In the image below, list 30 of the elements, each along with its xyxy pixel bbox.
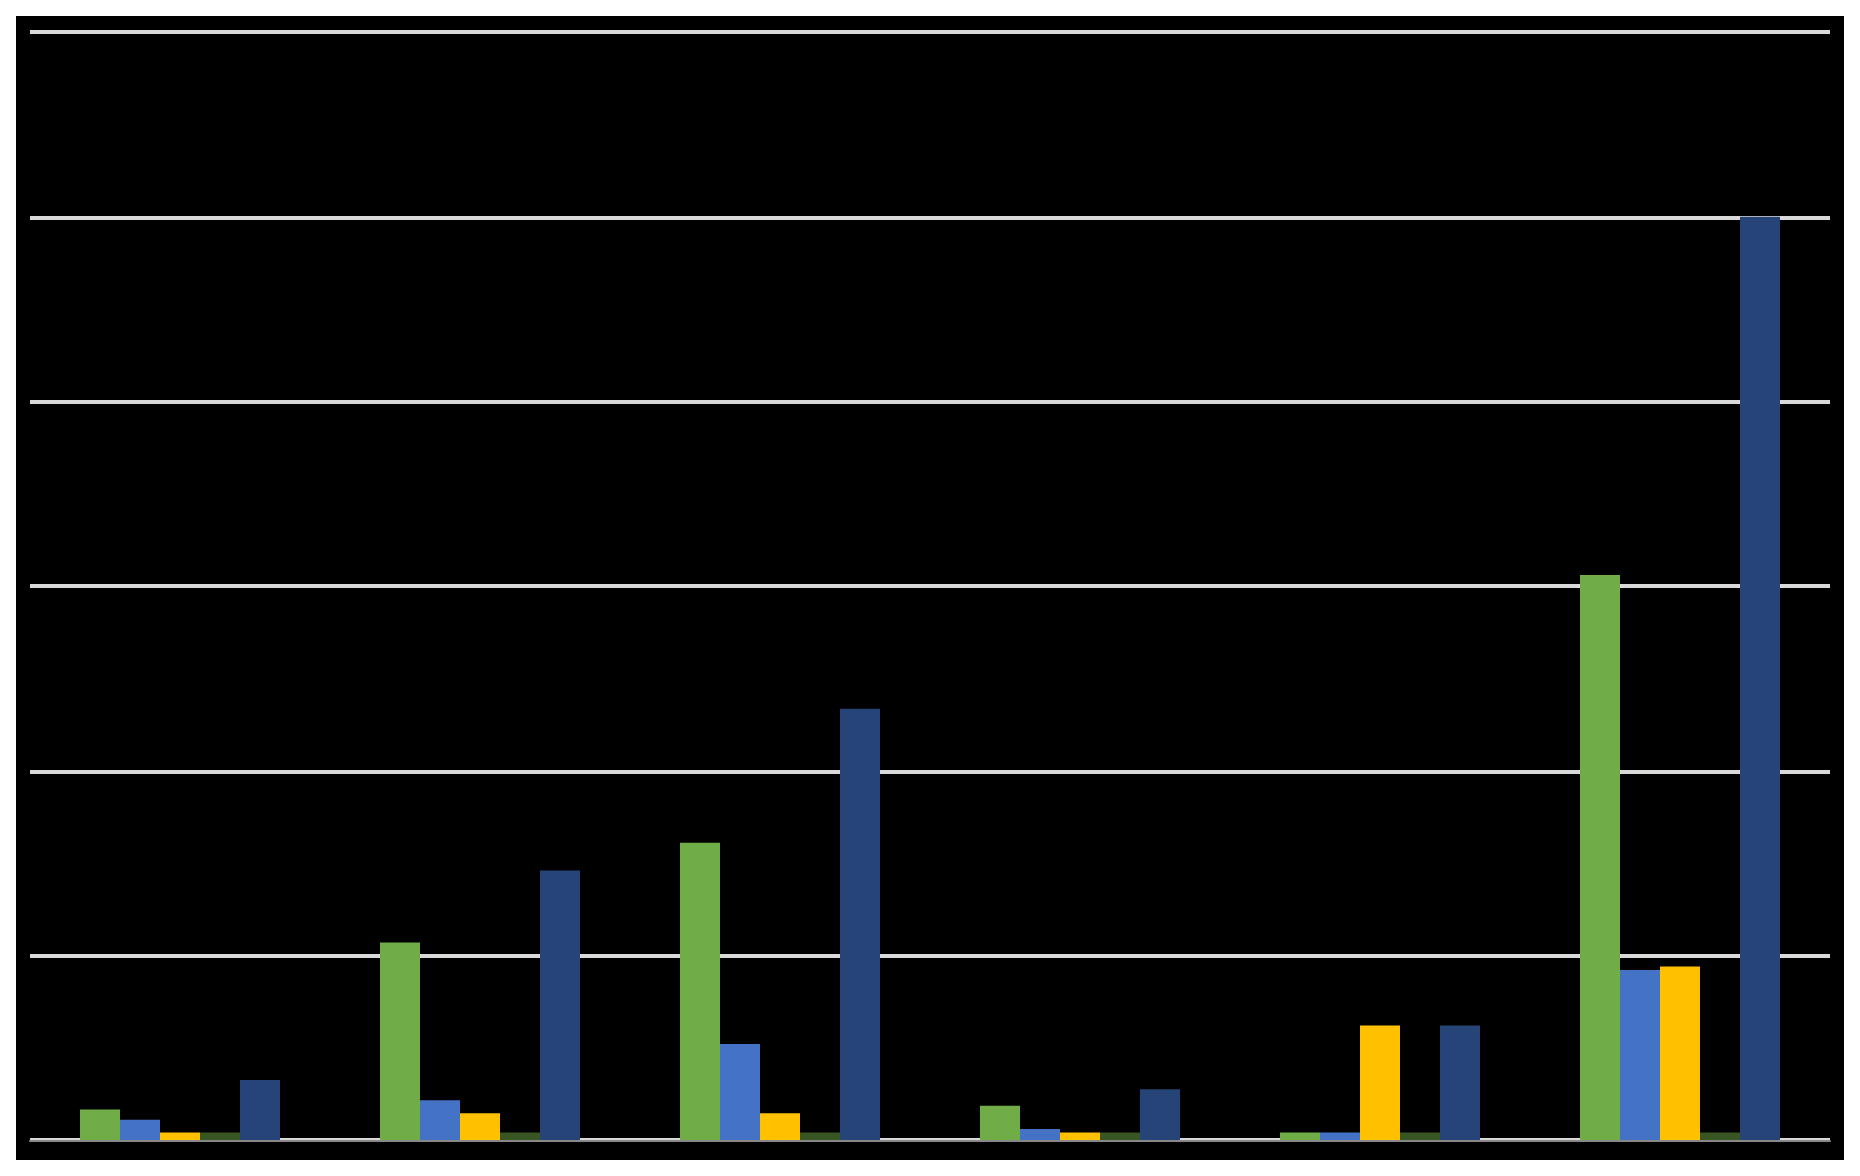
bar bbox=[1020, 1128, 1060, 1140]
bar bbox=[760, 1113, 800, 1140]
bar bbox=[200, 1132, 240, 1140]
bar bbox=[1060, 1132, 1100, 1140]
bar bbox=[1400, 1132, 1440, 1140]
bar bbox=[800, 1132, 840, 1140]
bar bbox=[1620, 970, 1660, 1140]
bar bbox=[160, 1132, 200, 1140]
bar bbox=[1140, 1089, 1180, 1140]
bar bbox=[1660, 966, 1700, 1140]
bar bbox=[1580, 574, 1620, 1140]
bar bbox=[680, 842, 720, 1140]
bar bbox=[500, 1132, 540, 1140]
bar bbox=[1440, 1025, 1480, 1140]
bar bbox=[980, 1105, 1020, 1140]
bar bbox=[1700, 1132, 1740, 1140]
bar bbox=[540, 870, 580, 1140]
bar bbox=[1360, 1025, 1400, 1140]
bar bbox=[420, 1100, 460, 1140]
bar bbox=[1320, 1132, 1360, 1140]
bar bbox=[720, 1043, 760, 1140]
bar bbox=[460, 1113, 500, 1140]
bar bbox=[840, 708, 880, 1140]
bar bbox=[1280, 1132, 1320, 1140]
bar bbox=[380, 942, 420, 1140]
bar bbox=[120, 1119, 160, 1140]
bar bbox=[1100, 1132, 1140, 1140]
bar bbox=[240, 1079, 280, 1140]
bar bbox=[1740, 216, 1780, 1140]
bar bbox=[80, 1109, 120, 1140]
